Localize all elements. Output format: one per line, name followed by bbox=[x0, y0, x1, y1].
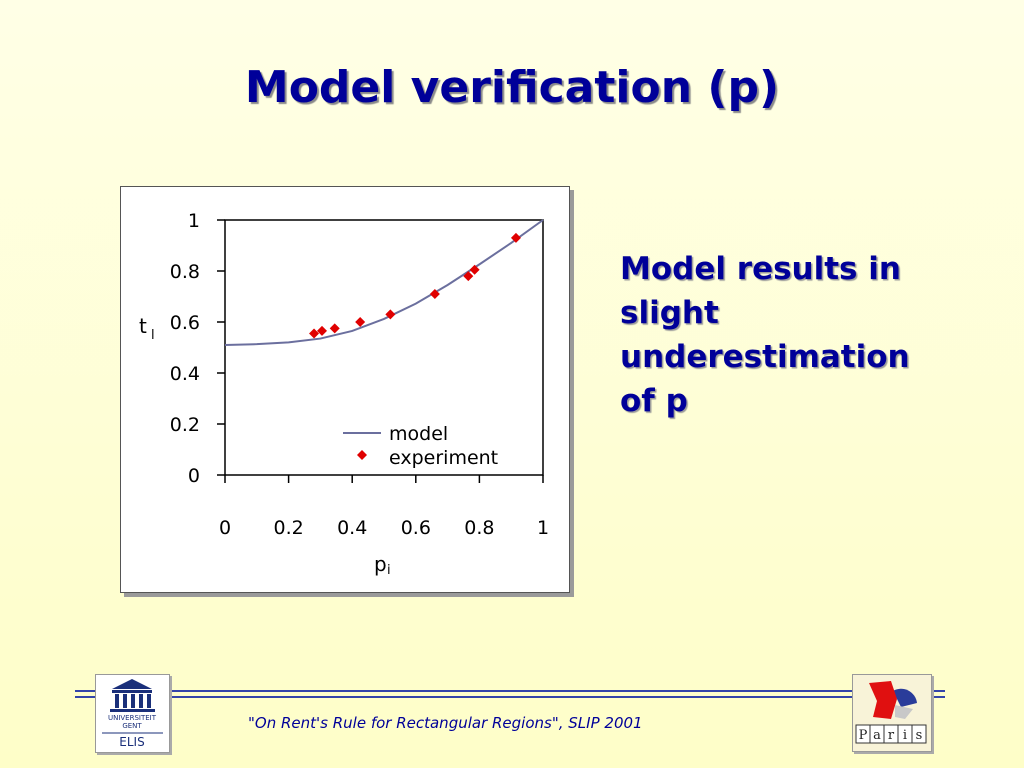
side-text-line-3: underestimation bbox=[620, 339, 910, 375]
x-tick-label: 1 bbox=[537, 517, 549, 539]
legend-experiment-label: experiment bbox=[389, 447, 498, 469]
ugent-logo-line-2: GENT bbox=[122, 722, 142, 730]
paris-letter-5: s bbox=[916, 728, 923, 743]
x-tick-label: 0.2 bbox=[273, 517, 303, 539]
experiment-point bbox=[329, 323, 340, 334]
chart-ticks: 0 0.2 0.4 0.6 0.8 1 0 0.2 0.4 0.6 0.8 1 bbox=[170, 210, 549, 539]
y-tick-label: 0.6 bbox=[170, 312, 200, 334]
footer-citation: "On Rent's Rule for Rectangular Regions"… bbox=[248, 714, 643, 732]
paris-letter-4: i bbox=[903, 728, 907, 743]
y-tick-label: 0.2 bbox=[170, 414, 200, 436]
paris-letters: P a r i s bbox=[855, 724, 927, 744]
paris-letter-1: P bbox=[859, 728, 868, 743]
chart-frame: 0 0.2 0.4 0.6 0.8 1 0 0.2 0.4 0.6 0.8 1 model experi… bbox=[120, 186, 570, 593]
experiment-point bbox=[355, 317, 366, 327]
building-icon bbox=[110, 679, 155, 712]
side-text-line-2: slight bbox=[620, 295, 719, 331]
ugent-logo-line-3: ELIS bbox=[119, 735, 144, 749]
x-tick-label: 0.8 bbox=[464, 517, 494, 539]
side-text-line-1: Model results in bbox=[620, 251, 901, 287]
plot-area bbox=[224, 219, 544, 476]
paris-letter-3: r bbox=[888, 728, 895, 743]
experiment-point bbox=[385, 309, 396, 320]
chart-series bbox=[224, 219, 544, 346]
chart-axes bbox=[224, 219, 544, 476]
paris-emblem-icon bbox=[869, 681, 917, 719]
paris-letter-2: a bbox=[873, 728, 881, 743]
y-tick-label: 0.4 bbox=[170, 363, 200, 385]
y-axis-label: t bbox=[139, 314, 147, 338]
side-text-line-4: of p bbox=[620, 383, 688, 419]
legend-experiment-swatch bbox=[357, 450, 367, 460]
ugent-logo-line-1: UNIVERSITEIT bbox=[108, 714, 157, 722]
paris-logo: P a r i s bbox=[852, 674, 932, 752]
series-line-model bbox=[224, 219, 544, 346]
chart-axis-labels: t l p i bbox=[139, 314, 391, 578]
x-tick-label: 0.6 bbox=[401, 517, 431, 539]
experiment-point bbox=[429, 288, 440, 299]
y-tick-label: 1 bbox=[188, 210, 200, 232]
ugent-logo: UNIVERSITEIT GENT ELIS bbox=[95, 674, 170, 753]
x-axis-label: p bbox=[374, 552, 387, 576]
y-tick-label: 0 bbox=[188, 465, 200, 487]
slide-title: Model verification (p) bbox=[244, 62, 780, 113]
experiment-point bbox=[309, 328, 320, 339]
x-axis-label-subscript: i bbox=[387, 563, 391, 578]
legend-model-label: model bbox=[389, 423, 448, 445]
footer-rule-top bbox=[75, 690, 945, 692]
x-tick-label: 0.4 bbox=[337, 517, 367, 539]
y-axis-label-subscript: l bbox=[151, 328, 155, 343]
experiment-point bbox=[469, 264, 480, 275]
experiment-point bbox=[316, 325, 327, 336]
footer-rule-bottom bbox=[75, 696, 945, 698]
y-tick-label: 0.8 bbox=[170, 261, 200, 283]
experiment-point bbox=[463, 271, 474, 282]
chart: 0 0.2 0.4 0.6 0.8 1 0 0.2 0.4 0.6 0.8 1 modelexperi… bbox=[139, 210, 549, 578]
x-tick-label: 0 bbox=[219, 517, 231, 539]
side-text: Model results in slight underestimation … bbox=[620, 247, 940, 423]
